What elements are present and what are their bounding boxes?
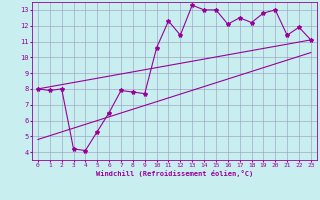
X-axis label: Windchill (Refroidissement éolien,°C): Windchill (Refroidissement éolien,°C) — [96, 170, 253, 177]
